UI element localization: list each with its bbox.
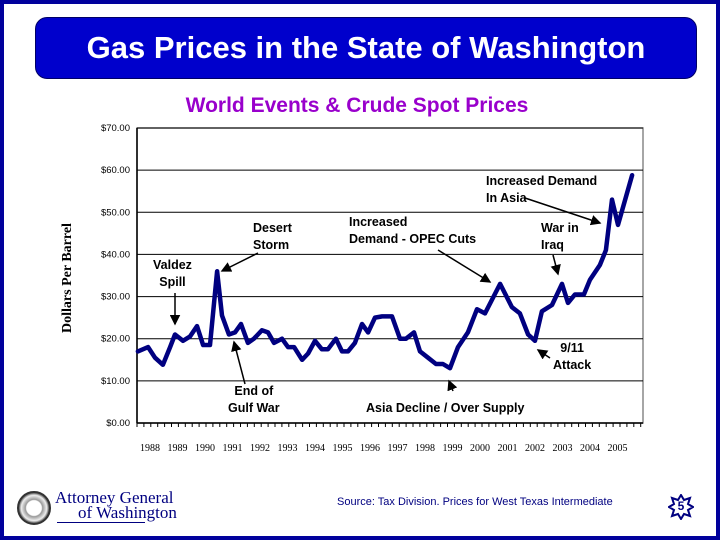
annotation-desert-storm: Desert Storm xyxy=(253,221,292,252)
annotation-gulf-war: End of Gulf War xyxy=(228,384,280,415)
chart-title: World Events & Crude Spot Prices xyxy=(185,94,529,117)
y-tick-label: $60.00 xyxy=(101,165,130,176)
annotation-arrow xyxy=(536,349,551,360)
y-tick-label: $40.00 xyxy=(101,249,130,260)
source-note: Source: Tax Division. Prices for West Te… xyxy=(337,496,613,508)
annotation-arrow xyxy=(524,197,602,226)
annotation-arrow xyxy=(231,340,246,385)
x-tick-label: 1993 xyxy=(278,443,298,454)
x-tick-label: 2000 xyxy=(470,443,490,454)
annotation-arrow xyxy=(220,252,259,272)
annotation-arrow xyxy=(437,249,492,283)
annotation-9-11: 9/11 Attack xyxy=(553,341,592,372)
x-tick-label: 1988 xyxy=(140,443,160,454)
star-badge-icon xyxy=(667,493,695,521)
annotation-opec: Increased Demand - OPEC Cuts xyxy=(349,215,477,246)
annotation-asia-demand: Increased Demand In Asia xyxy=(486,174,598,205)
x-tick-label: 1999 xyxy=(443,443,463,454)
slide-title: Gas Prices in the State of Washington xyxy=(35,17,697,79)
annotation-arrow xyxy=(550,254,561,276)
x-tick-label: 1995 xyxy=(333,443,353,454)
price-line xyxy=(135,172,635,371)
annotation-iraq: War in Iraq xyxy=(541,221,579,252)
x-tick-label: 2001 xyxy=(498,443,518,454)
org-underline xyxy=(57,522,145,523)
x-tick-label: 1994 xyxy=(305,443,325,454)
annotation-asia-decline: Asia Decline / Over Supply xyxy=(366,401,525,415)
x-tick-label: 1992 xyxy=(250,443,270,454)
y-tick-label: $20.00 xyxy=(101,334,130,345)
x-tick-label: 1991 xyxy=(223,443,243,454)
y-tick-label: $10.00 xyxy=(101,376,130,387)
x-tick-label: 1996 xyxy=(360,443,380,454)
attorney-general-seal xyxy=(17,491,51,525)
x-tick-label: 1997 xyxy=(388,443,408,454)
page-number-badge: 5 xyxy=(667,493,695,521)
annotation-arrow xyxy=(447,379,458,392)
y-tick-label: $70.00 xyxy=(101,123,130,134)
y-tick-label: $50.00 xyxy=(101,207,130,218)
org-name-line1: Attorney General xyxy=(55,488,174,507)
x-tick-label: 1990 xyxy=(195,443,215,454)
x-tick-label: 2005 xyxy=(608,443,628,454)
x-tick-label: 2003 xyxy=(553,443,573,454)
y-tick-label: $30.00 xyxy=(101,292,130,303)
x-tick-label: 1998 xyxy=(415,443,435,454)
x-tick-label: 2004 xyxy=(580,443,600,454)
org-name-line2: of Washington xyxy=(78,503,177,522)
x-tick-label: 1989 xyxy=(168,443,188,454)
y-tick-label: $0.00 xyxy=(106,418,130,429)
annotation-valdez: Valdez Spill xyxy=(153,258,192,289)
x-tick-label: 2002 xyxy=(525,443,545,454)
